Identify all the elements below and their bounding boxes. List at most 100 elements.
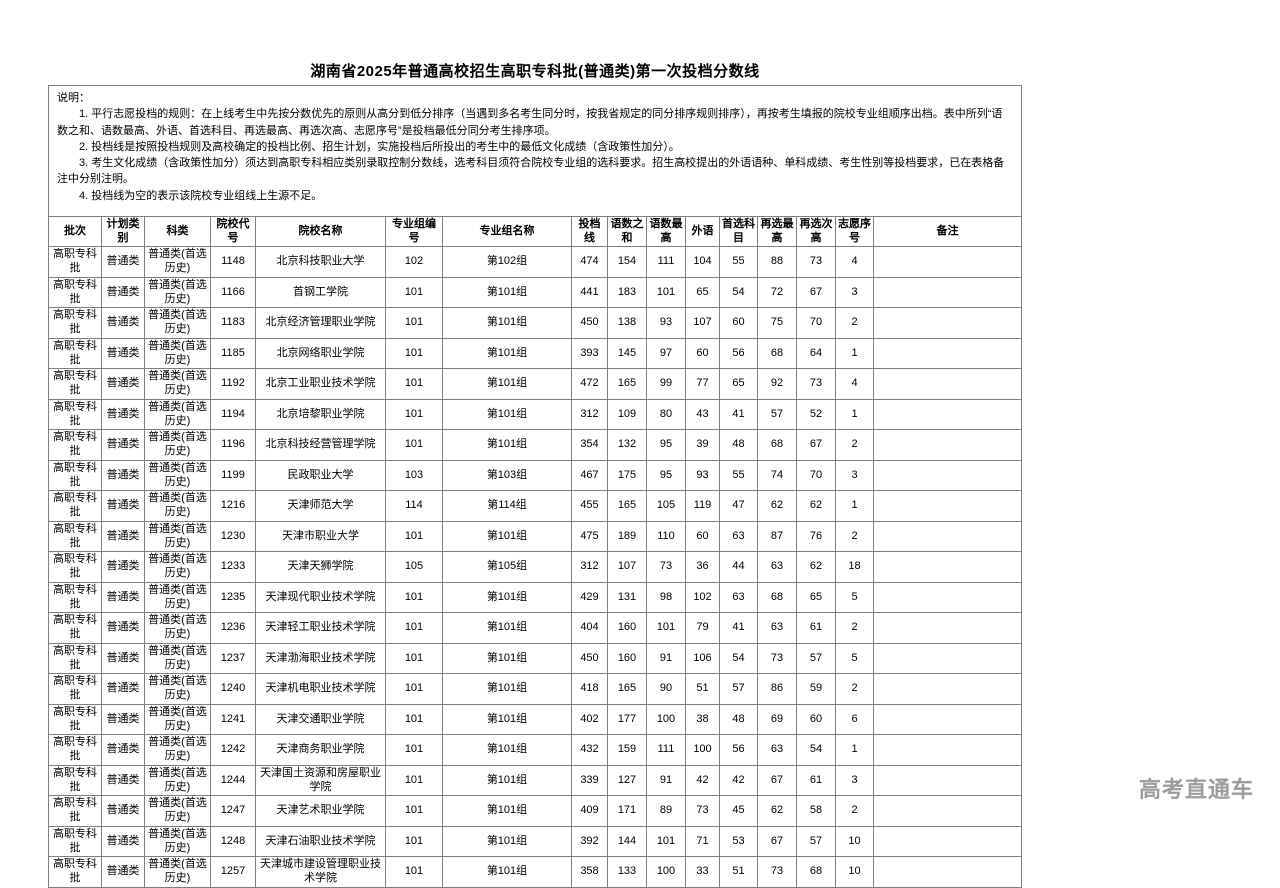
- table-row: 高职专科批 普通类 普通类(首选历史) 1192 北京工业职业技术学院 101 第101组 4…: [48, 368, 1022, 400]
- cell: 普通类(首选历史): [144, 246, 211, 278]
- cell: 第101组: [442, 398, 572, 431]
- cell: [873, 734, 1022, 766]
- cell: 64: [796, 337, 836, 370]
- cell: 57: [719, 673, 758, 705]
- cell: 高职专科批: [48, 246, 102, 278]
- cell: 普通类: [101, 429, 145, 461]
- cell: 101: [385, 581, 443, 614]
- cell: 第102组: [442, 246, 572, 278]
- cell: 105: [646, 490, 686, 522]
- cell: [873, 398, 1022, 431]
- cell: 58: [796, 795, 836, 827]
- cell: 1230: [210, 520, 256, 553]
- watermark: 高考直通车: [1138, 777, 1254, 802]
- cell: 312: [571, 398, 608, 431]
- cell: 普通类: [101, 246, 145, 278]
- cell: 393: [571, 337, 608, 370]
- cell: 474: [571, 246, 608, 278]
- cell: 天津机电职业技术学院: [255, 673, 386, 705]
- table-header: 批次 计划类别 科类 院校代号 院校名称 专业组编号 专业组名称 投档线 语数之和 语数最高 外语首…: [48, 215, 1022, 248]
- cell: 450: [571, 307, 608, 339]
- cell: 101: [385, 734, 443, 766]
- table-row: 高职专科批 普通类 普通类(首选历史) 1247 天津艺术职业学院 101 第101组 409…: [48, 795, 1022, 827]
- cell: 91: [646, 642, 686, 675]
- cell: 107: [607, 551, 647, 583]
- cell: [873, 764, 1022, 797]
- cell: 1192: [210, 368, 256, 400]
- cell: 73: [757, 642, 797, 675]
- cell: 4: [835, 368, 874, 400]
- cell: 第103组: [442, 459, 572, 492]
- cell: 第101组: [442, 429, 572, 461]
- cell: 312: [571, 551, 608, 583]
- cell: 天津艺术职业学院: [255, 795, 386, 827]
- cell: 普通类: [101, 642, 145, 675]
- cell: 102: [685, 581, 720, 614]
- cell: 2: [835, 307, 874, 339]
- cell: 1247: [210, 795, 256, 827]
- cell: 65: [685, 276, 720, 309]
- table-row: 高职专科批 普通类 普通类(首选历史) 1199 民政职业大学 103 第103组 467 17…: [48, 459, 1022, 492]
- note-item: 3. 考生文化成绩（含政策性加分）须达到高职专科相应类别录取控制分数线，选考科目…: [57, 157, 1005, 186]
- cell: 101: [385, 825, 443, 858]
- cell: 2: [835, 673, 874, 705]
- cell: 409: [571, 795, 608, 827]
- cell: 145: [607, 337, 647, 370]
- cell: 74: [757, 459, 797, 492]
- cell: [873, 490, 1022, 522]
- cell: 1: [835, 398, 874, 431]
- table-row: 高职专科批 普通类 普通类(首选历史) 1244 天津国土资源和房屋职业学院 101 第10…: [48, 764, 1022, 797]
- cell: 2: [835, 612, 874, 644]
- note-item: 1. 平行志愿投档的规则：在上线考生中先按分数优先的原则从高分到低分排序（当遇到…: [57, 108, 1003, 137]
- cell: 51: [685, 673, 720, 705]
- cell: [873, 551, 1022, 583]
- cell: 高职专科批: [48, 581, 102, 614]
- cell: 101: [385, 642, 443, 675]
- table-row: 高职专科批 普通类 普通类(首选历史) 1194 北京培黎职业学院 101 第101组 312…: [48, 398, 1022, 431]
- cell: 103: [385, 459, 443, 492]
- cell: 72: [757, 276, 797, 309]
- cell: 101: [385, 307, 443, 339]
- cell: 60: [685, 337, 720, 370]
- cell: 天津石油职业技术学院: [255, 825, 386, 858]
- cell: [873, 612, 1022, 644]
- cell: 第114组: [442, 490, 572, 522]
- cell: 92: [757, 368, 797, 400]
- cell: 普通类(首选历史): [144, 734, 211, 766]
- table-row: 高职专科批 普通类 普通类(首选历史) 1216 天津师范大学 114 第114组 455 16…: [48, 490, 1022, 522]
- table-row: 高职专科批 普通类 普通类(首选历史) 1236 天津轻工职业技术学院 101 第101组 4…: [48, 612, 1022, 644]
- cell: 91: [646, 764, 686, 797]
- cell: 普通类(首选历史): [144, 551, 211, 583]
- cell: 高职专科批: [48, 673, 102, 705]
- cell: 144: [607, 825, 647, 858]
- cell: 404: [571, 612, 608, 644]
- cell: 高职专科批: [48, 551, 102, 583]
- cell: 67: [757, 825, 797, 858]
- cell: 127: [607, 764, 647, 797]
- cell: 高职专科批: [48, 459, 102, 492]
- cell: 339: [571, 764, 608, 797]
- cell: 100: [646, 856, 686, 888]
- cell: 101: [385, 368, 443, 400]
- cell: 105: [385, 551, 443, 583]
- cell: 第105组: [442, 551, 572, 583]
- cell: 天津国土资源和房屋职业学院: [255, 764, 386, 797]
- cell: 33: [685, 856, 720, 888]
- table-row: 高职专科批 普通类 普通类(首选历史) 1185 北京网络职业学院 101 第101组 393…: [48, 337, 1022, 370]
- cell: 475: [571, 520, 608, 553]
- cell: 67: [796, 429, 836, 461]
- cell: [873, 307, 1022, 339]
- cell: [873, 856, 1022, 888]
- cell: 36: [685, 551, 720, 583]
- cell: 高职专科批: [48, 368, 102, 400]
- header-cell: 院校名称: [255, 215, 386, 248]
- cell: 高职专科批: [48, 856, 102, 888]
- header-cell: 备注: [873, 215, 1022, 248]
- table-row: 高职专科批 普通类 普通类(首选历史) 1248 天津石油职业技术学院 101 第101组 3…: [48, 825, 1022, 858]
- cell: 北京科技经营管理学院: [255, 429, 386, 461]
- cell: 民政职业大学: [255, 459, 386, 492]
- cell: 天津市职业大学: [255, 520, 386, 553]
- cell: 138: [607, 307, 647, 339]
- cell: 普通类(首选历史): [144, 276, 211, 309]
- scores-table: 批次 计划类别 科类 院校代号 院校名称 专业组编号 专业组名称 投档线 语数之和 语数最高 外语首…: [48, 215, 1022, 888]
